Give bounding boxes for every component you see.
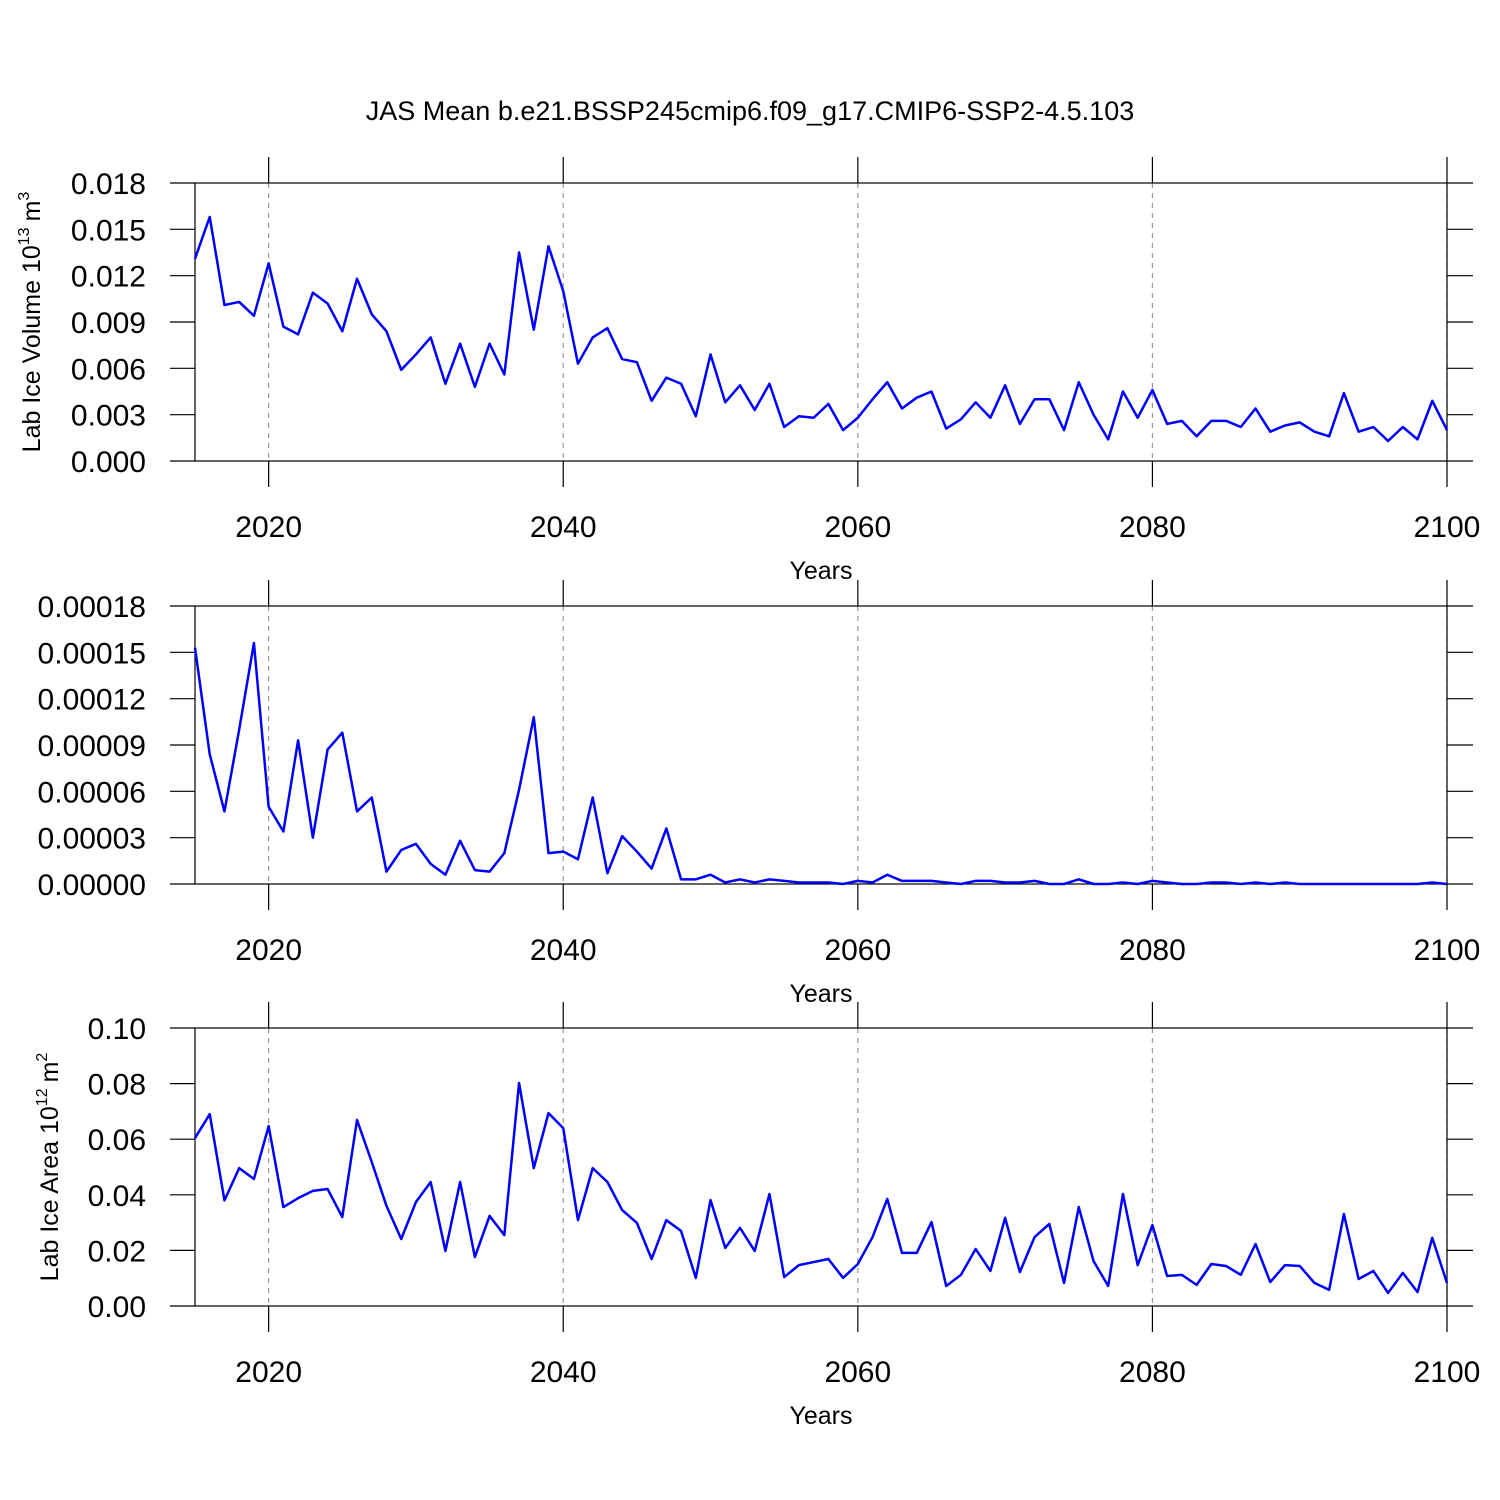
y-label-text: Lab Ice Area 10 (36, 1106, 64, 1281)
x-tick-label: 2020 (235, 1356, 302, 1389)
x-tick-label: 2100 (1414, 1356, 1481, 1389)
y-label-unit: m (18, 201, 46, 222)
chart-title: JAS Mean b.e21.BSSP245cmip6.f09_g17.CMIP… (366, 96, 1134, 126)
x-tick-label: 2040 (530, 934, 597, 967)
x-tick-label: 2020 (235, 934, 302, 967)
y-tick-label: 0.003 (71, 400, 146, 433)
y-tick-label: 0.00018 (38, 591, 146, 624)
y-label-unit-exponent: 3 (16, 192, 33, 201)
y-tick-label: 0.018 (71, 168, 146, 201)
plot-frame (194, 182, 1448, 462)
x-axis-label: Years (789, 557, 852, 585)
y-tick-label: 0.08 (88, 1069, 146, 1102)
y-label-exponent: 13 (16, 227, 33, 245)
y-tick-label: 0.015 (71, 214, 146, 247)
x-tick-label: 2080 (1119, 934, 1186, 967)
data-line (193, 641, 1448, 886)
y-tick-label: 0.10 (88, 1013, 146, 1046)
plot-frame (194, 1027, 1448, 1307)
y-tick-label: 0.00003 (38, 823, 146, 856)
y-tick-label: 0.00006 (38, 776, 146, 809)
x-tick-label: 2100 (1414, 934, 1481, 967)
x-tick-label: 2060 (824, 1356, 891, 1389)
y-label-unit: m (0, 609, 4, 630)
x-axis-label: Years (789, 1402, 852, 1430)
y-label-text: Lab Ice Volume 10 (18, 245, 46, 452)
y-tick-label: 0.006 (71, 353, 146, 386)
y-tick-label: 0.04 (88, 1180, 146, 1213)
data-line (193, 215, 1449, 443)
y-tick-label: 0.009 (71, 307, 146, 340)
y-tick-label: 0.02 (88, 1235, 146, 1268)
y-axis-label: Lab Snow Volume 1013m3 (0, 600, 4, 890)
y-tick-label: 0.012 (71, 261, 146, 294)
y-label-text: Lab Snow Volume 10 (0, 654, 4, 890)
y-label-unit-exponent: 2 (34, 1053, 51, 1062)
x-tick-label: 2040 (530, 511, 597, 544)
data-line (193, 1081, 1449, 1295)
y-tick-label: 0.00 (88, 1291, 146, 1324)
y-tick-label: 0.000 (71, 446, 146, 479)
plot-frame (194, 605, 1448, 885)
y-tick-label: 0.06 (88, 1124, 146, 1157)
y-tick-label: 0.00012 (38, 684, 146, 717)
x-tick-label: 2100 (1414, 511, 1481, 544)
y-tick-label: 0.00000 (38, 869, 146, 902)
y-label-unit: m (36, 1062, 64, 1083)
x-tick-label: 2080 (1119, 511, 1186, 544)
x-tick-label: 2020 (235, 511, 302, 544)
y-axis-label: Lab Ice Area 1012 m2 (34, 1053, 64, 1282)
y-axis-label: Lab Ice Volume 1013 m3 (16, 192, 46, 453)
x-tick-label: 2080 (1119, 1356, 1186, 1389)
y-tick-label: 0.00009 (38, 730, 146, 763)
y-tick-label: 0.00015 (38, 637, 146, 670)
x-tick-label: 2060 (824, 934, 891, 967)
x-tick-label: 2040 (530, 1356, 597, 1389)
x-axis-label: Years (789, 980, 852, 1008)
x-tick-label: 2060 (824, 511, 891, 544)
y-label-exponent: 12 (34, 1088, 51, 1106)
